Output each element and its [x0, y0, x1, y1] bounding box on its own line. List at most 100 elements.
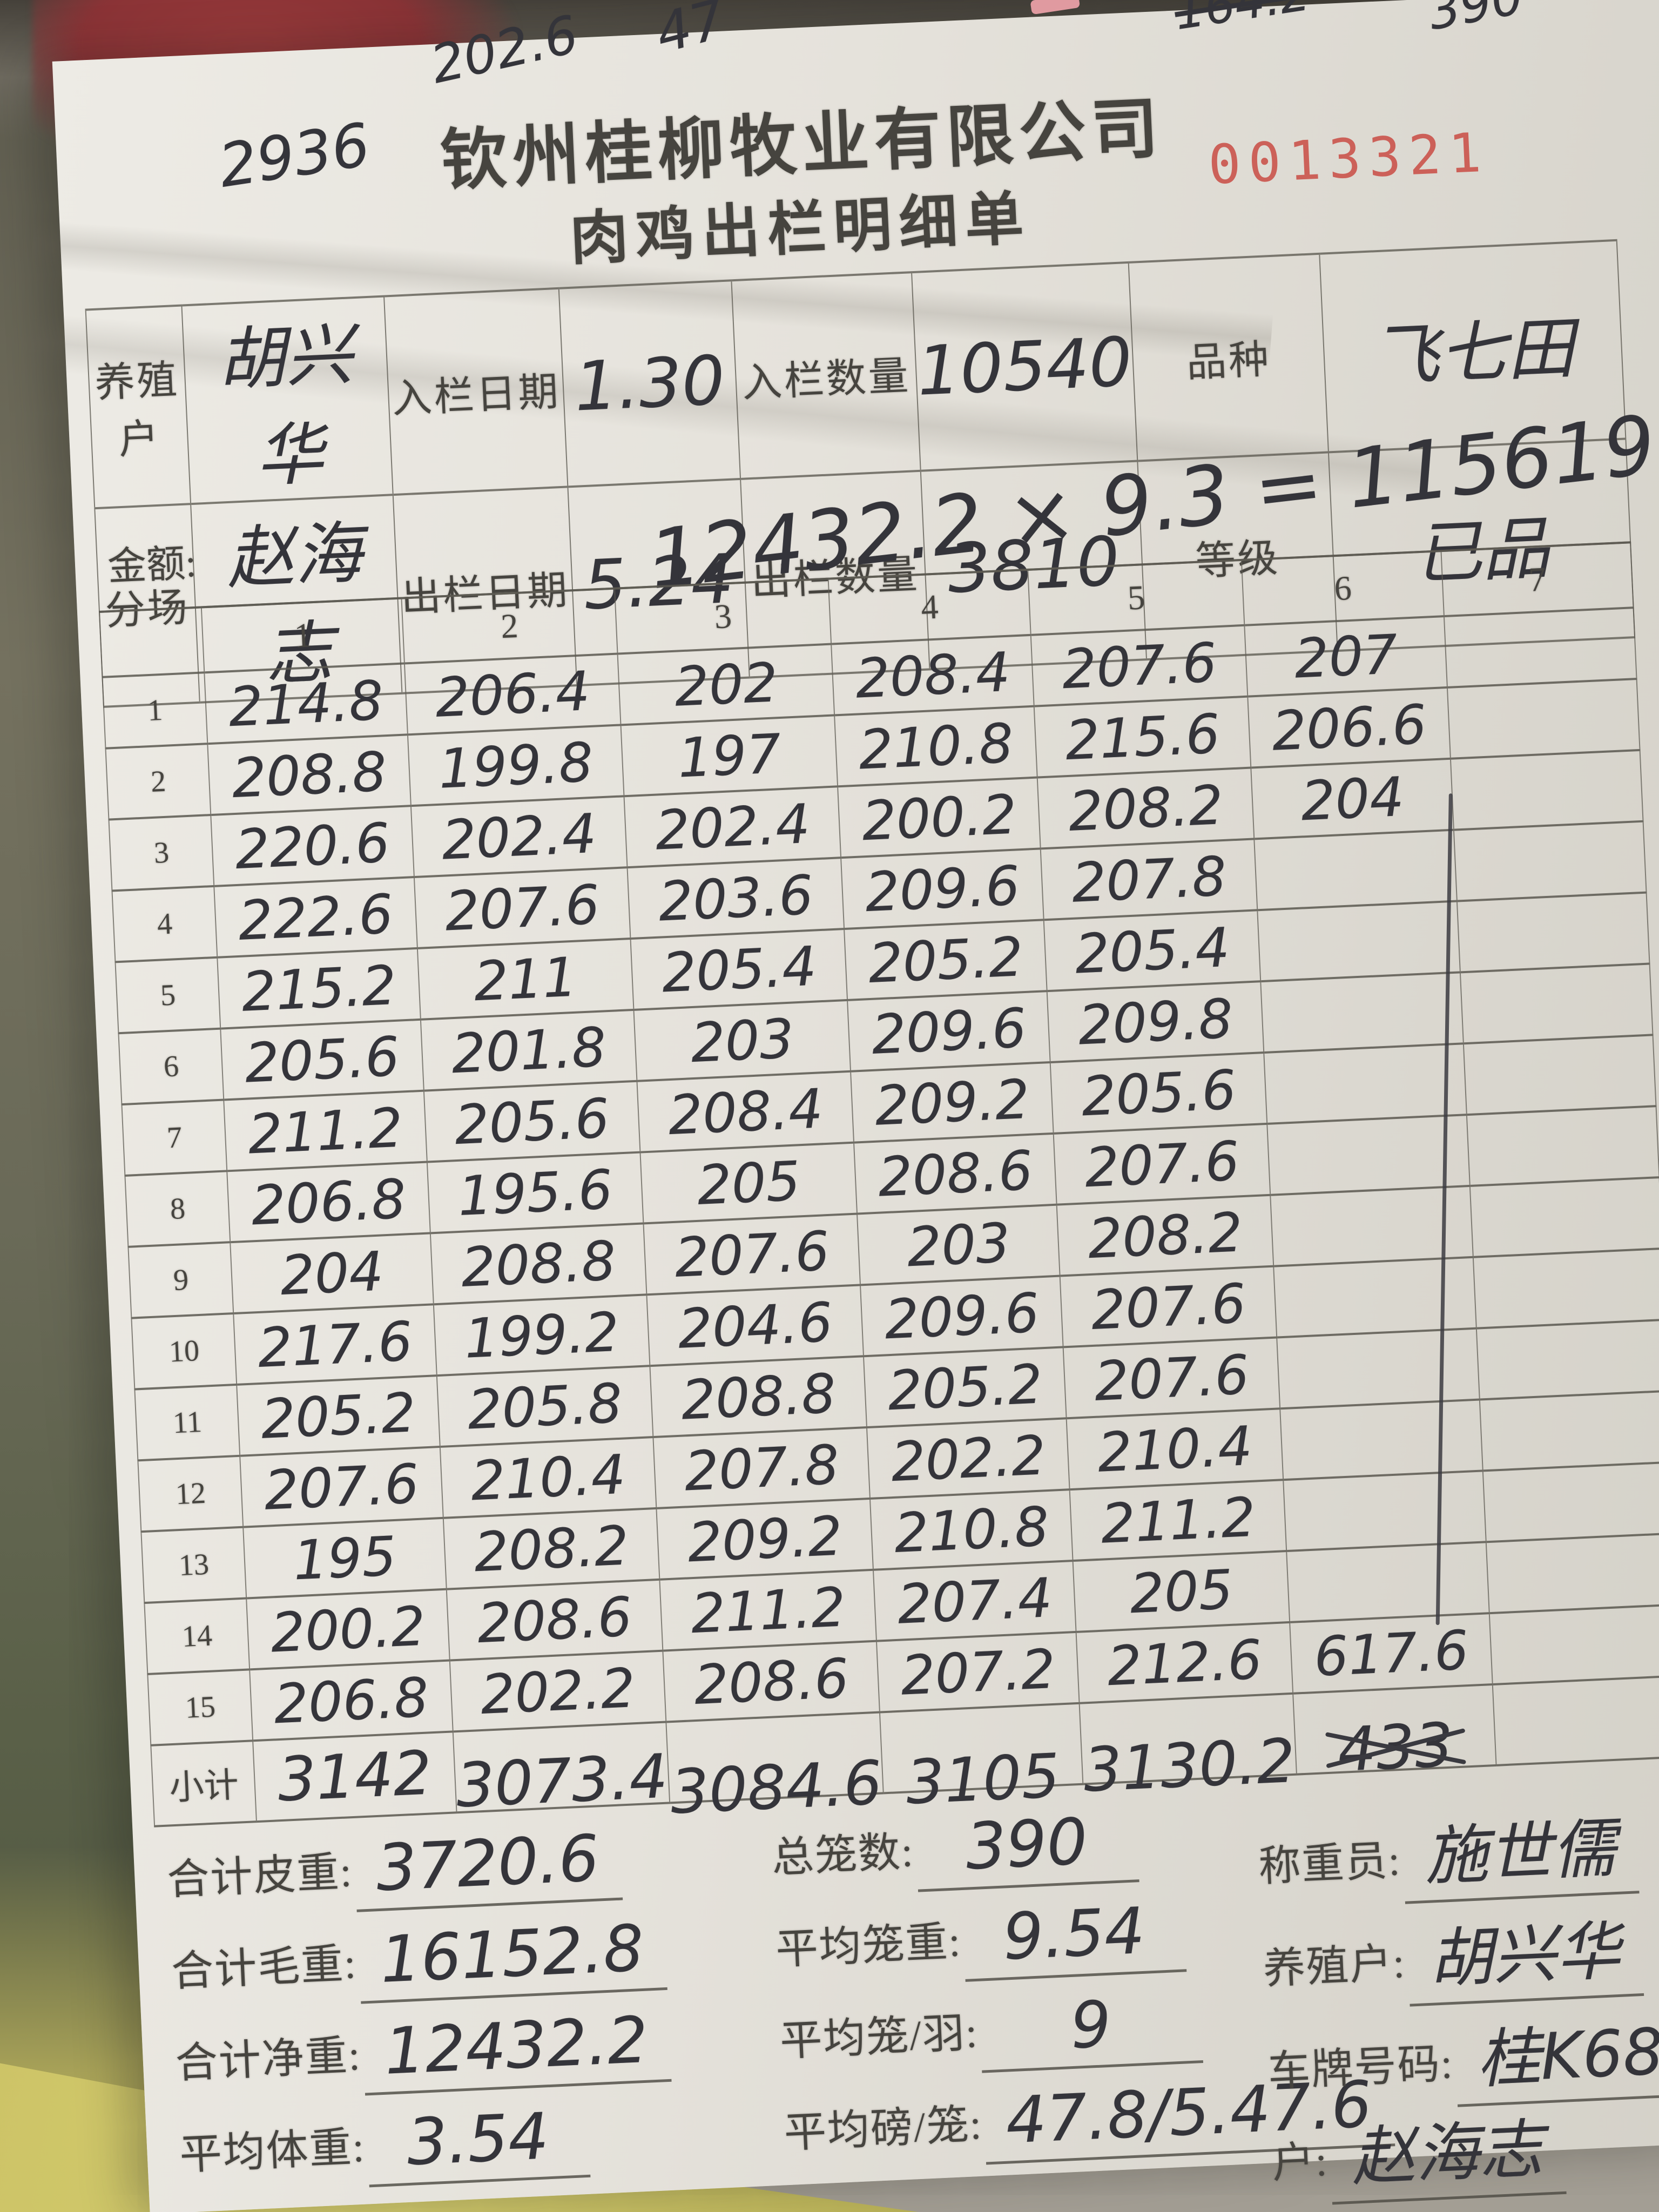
struck-subtotal-value: 433 — [1336, 1710, 1455, 1786]
table-cell: 207.8 — [1041, 839, 1258, 920]
subtotal-cell — [1493, 1676, 1659, 1765]
table-cell: 215.6 — [1034, 696, 1251, 778]
total-cages-line: 总笼数: 390 — [770, 1796, 1139, 1893]
grid-col-header: 7 — [1441, 542, 1634, 617]
table-cell: 208.2 — [443, 1508, 660, 1589]
table-cell: 203 — [633, 1000, 851, 1081]
total-tare-line: 合计皮重: 3720.6 — [165, 1815, 623, 1916]
table-cell: 207.8 — [653, 1427, 871, 1508]
grid-col-header: 3 — [615, 578, 832, 654]
total-gross-line: 合计毛重: 16152.8 — [170, 1904, 667, 2007]
table-cell: 205 — [1073, 1551, 1290, 1632]
plate-number-line: 车牌号码: 桂K68790 — [1265, 1987, 1659, 2110]
row-label: 8 — [125, 1171, 231, 1247]
row-label: 2 — [105, 744, 211, 820]
table-cell: 200.2 — [246, 1589, 450, 1670]
table-cell: 205.4 — [1044, 910, 1261, 992]
table-cell: 195.6 — [427, 1152, 644, 1233]
table-cell: 207.6 — [643, 1213, 861, 1295]
household-label: 户: — [1271, 2137, 1330, 2187]
table-cell — [1473, 1248, 1659, 1328]
table-cell — [1460, 963, 1653, 1044]
total-cages-label: 总笼数: — [770, 1827, 915, 1881]
table-cell: 205 — [640, 1142, 858, 1224]
table-cell — [1273, 1257, 1477, 1338]
household-line: 户: 赵海志 — [1270, 2090, 1567, 2205]
table-cell — [1277, 1328, 1480, 1409]
table-cell: 202 — [617, 644, 835, 725]
row-label: 7 — [122, 1100, 227, 1176]
table-cell — [1489, 1604, 1659, 1685]
entry-date-value: 1.30 — [559, 280, 740, 487]
subtotal-cell: 3073.4 — [453, 1736, 671, 1827]
table-cell: 206.6 — [1247, 687, 1451, 768]
grid-col-header: 2 — [401, 588, 618, 664]
entry-qty-value: 10540 — [912, 262, 1138, 471]
handwritten-number-annotation: 47 — [649, 0, 732, 66]
table-cell: 202.4 — [624, 786, 841, 868]
table-cell: 211 — [417, 938, 634, 1020]
table-cell: 200.2 — [838, 777, 1041, 858]
handwritten-cage-count: 390 — [1424, 0, 1528, 42]
table-cell — [1451, 750, 1643, 830]
table-cell: 208.4 — [831, 635, 1035, 716]
row-label: 1 — [102, 672, 208, 748]
table-cell: 209.6 — [841, 848, 1044, 929]
table-cell: 210.8 — [870, 1489, 1073, 1570]
table-cell: 202.2 — [867, 1418, 1070, 1499]
avg-weight-label: 平均体重: — [178, 2123, 367, 2179]
table-cell: 207 — [1244, 616, 1448, 697]
table-cell: 210.8 — [834, 706, 1038, 787]
total-net-line: 合计净重: 12432.2 — [173, 1996, 672, 2099]
table-cell — [1260, 972, 1464, 1053]
grid-corner-cell — [99, 607, 205, 677]
table-cell — [1486, 1533, 1659, 1614]
grid-col-header: 5 — [1028, 559, 1245, 635]
subtotal-cell-struck: 433 — [1293, 1702, 1498, 1793]
table-cell: 205.6 — [423, 1081, 640, 1162]
table-cell — [1286, 1542, 1490, 1622]
table-cell — [1454, 821, 1647, 901]
table-cell: 207.6 — [1063, 1337, 1280, 1419]
table-cell: 209.8 — [1047, 981, 1264, 1062]
total-gross-value: 16152.8 — [357, 1910, 667, 2004]
table-cell: 211.2 — [224, 1090, 427, 1171]
table-cell — [1280, 1399, 1483, 1480]
table-cell: 205.2 — [844, 920, 1048, 1000]
table-cell: 199.8 — [407, 725, 624, 806]
table-cell: 205.6 — [1050, 1053, 1267, 1134]
total-net-label: 合计净重: — [174, 2031, 362, 2087]
avg-cage-weight-label: 平均笼重: — [774, 1918, 962, 1973]
table-cell: 203.6 — [627, 858, 845, 939]
avg-weight-line: 平均体重: 3.54 — [178, 2092, 591, 2190]
avg-birds-per-cage-line: 平均笼/羽: 9 — [778, 1977, 1204, 2076]
table-cell: 202.2 — [449, 1650, 666, 1732]
table-cell — [1480, 1391, 1659, 1471]
table-cell: 208.2 — [1037, 767, 1255, 849]
table-cell — [1447, 679, 1640, 759]
table-cell: 208.6 — [663, 1641, 880, 1722]
table-cell: 220.6 — [211, 806, 414, 886]
total-tare-value: 3720.6 — [353, 1819, 623, 1912]
avg-weight-value: 3.54 — [365, 2096, 591, 2188]
table-cell: 209.2 — [656, 1498, 874, 1580]
row-label: 4 — [112, 886, 218, 962]
table-cell: 211.2 — [1069, 1480, 1287, 1561]
table-cell: 195 — [243, 1518, 447, 1599]
table-cell: 217.6 — [233, 1304, 437, 1385]
table-cell — [1264, 1043, 1467, 1124]
weighing-grid: 1 2 3 4 5 6 7 1 214.8 206.4 202 — [99, 541, 1659, 1833]
table-cell: 205.8 — [436, 1366, 653, 1447]
table-cell: 222.6 — [214, 877, 417, 957]
table-cell: 204 — [1251, 758, 1454, 839]
table-cell: 208.8 — [207, 734, 411, 815]
row-label: 12 — [138, 1455, 244, 1532]
table-cell: 210.4 — [440, 1437, 657, 1518]
row-label: 15 — [147, 1669, 253, 1745]
table-cell — [1470, 1177, 1659, 1257]
handwritten-struck-value: 164.2 — [1170, 0, 1314, 41]
farmer-signature-label: 养殖户: — [1262, 1939, 1407, 1993]
weigher-label: 称重员: — [1257, 1837, 1402, 1890]
farmer-label: 养殖户 — [85, 305, 191, 509]
